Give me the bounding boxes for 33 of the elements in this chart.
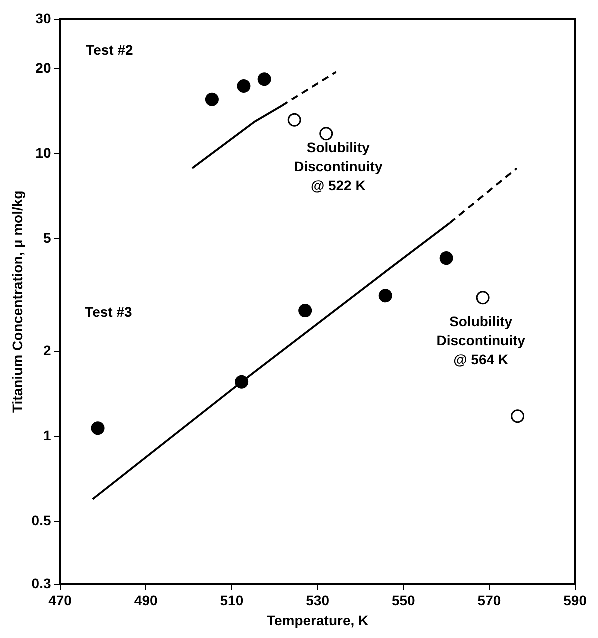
y-axis-title: Titanium Concentration, μ mol/kg: [9, 190, 26, 414]
point: [91, 422, 105, 436]
x-tick-label: 550: [392, 592, 416, 609]
point: [237, 79, 251, 93]
x-tick-label: 590: [564, 592, 588, 609]
point: [320, 127, 334, 141]
annotation: Solubility Discontinuity @ 564 K: [436, 313, 526, 368]
point: [258, 72, 272, 86]
x-tick-label: 470: [48, 592, 72, 609]
annotation: Solubility Discontinuity @ 522 K: [294, 139, 383, 194]
point: [476, 291, 490, 305]
y-tick-label: 2: [43, 342, 52, 359]
y-tick-label: 20: [36, 60, 52, 76]
x-tick-label: 490: [134, 592, 158, 609]
y-tick-label: 0.3: [32, 575, 52, 592]
y-tick-label: 0.5: [32, 512, 52, 529]
annotation: Test #3: [85, 304, 132, 320]
point: [235, 375, 249, 389]
annotation: Test #2: [86, 42, 134, 58]
y-tick-label: 30: [36, 10, 52, 26]
point: [378, 289, 392, 303]
y-tick-label: 1: [43, 428, 52, 444]
point: [511, 410, 525, 424]
point: [440, 252, 454, 266]
point: [288, 113, 302, 127]
x-axis-title: Temperature, K: [266, 612, 369, 628]
y-tick-label: 10: [36, 145, 52, 162]
x-tick-label: 570: [478, 592, 502, 609]
point: [298, 304, 312, 318]
point: [205, 92, 219, 106]
x-tick-label: 510: [220, 592, 244, 609]
y-tick-label: 5: [43, 230, 52, 246]
x-tick-label: 530: [306, 592, 330, 609]
